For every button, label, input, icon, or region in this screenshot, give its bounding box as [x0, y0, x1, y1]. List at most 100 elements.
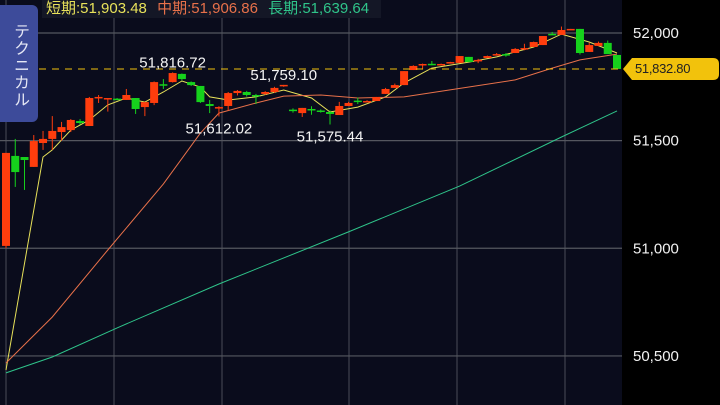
- candle: [187, 81, 196, 86]
- candle: [585, 42, 594, 52]
- candle-body: [187, 82, 196, 86]
- candle: [298, 107, 307, 117]
- price-annotations: 51,816.72 51,612.02 51,759.10 51,575.44: [139, 54, 363, 145]
- candle-body: [353, 100, 362, 103]
- candle: [446, 61, 455, 64]
- candle: [557, 26, 566, 35]
- ma-line-long: [5, 110, 618, 374]
- candle-body: [140, 102, 149, 108]
- candle: [57, 121, 66, 141]
- candle-body: [57, 127, 66, 133]
- candle-body: [483, 56, 492, 58]
- candle-body: [279, 84, 288, 87]
- candle: [242, 90, 251, 97]
- candle-body: [335, 105, 344, 116]
- candle-body: [418, 64, 427, 66]
- candle-body: [511, 48, 520, 54]
- candles: [2, 26, 621, 249]
- candle-body: [288, 109, 297, 112]
- candle: [94, 95, 103, 103]
- candle-body: [603, 42, 612, 55]
- candle-body: [501, 54, 510, 56]
- candle: [400, 71, 409, 86]
- price-annotation-high: 51,759.10: [250, 67, 317, 84]
- candle: [20, 157, 29, 190]
- ma-legend: 短期:51,903.48 中期:51,906.86 長期:51,639.64: [42, 0, 382, 18]
- candle: [270, 86, 279, 93]
- candle: [409, 65, 418, 71]
- candle: [76, 119, 85, 125]
- candle-body: [20, 157, 29, 161]
- candle-body: [594, 42, 603, 46]
- candle: [483, 55, 492, 58]
- candle-body: [529, 42, 538, 47]
- candle: [520, 43, 529, 51]
- candle: [29, 135, 38, 167]
- candle-body: [307, 108, 316, 111]
- candle-body: [214, 107, 223, 109]
- candle-body: [381, 88, 390, 94]
- candle: [613, 54, 621, 69]
- price-tag-shape: [623, 58, 719, 80]
- candle: [316, 109, 325, 113]
- candle-body: [326, 112, 335, 114]
- legend-mid-ma: 中期:51,906.86: [157, 0, 258, 17]
- y-tick-label: 52,000: [633, 25, 679, 42]
- candle-body: [131, 98, 140, 109]
- candle: [492, 53, 501, 56]
- candle-body: [242, 91, 251, 96]
- candle-body: [409, 65, 418, 71]
- candle: [529, 41, 538, 47]
- candle: [390, 83, 399, 88]
- candle-body: [11, 155, 20, 173]
- candle-body: [437, 64, 446, 66]
- candle: [344, 101, 353, 106]
- y-tick-label: 51,000: [633, 240, 679, 257]
- plot-area: [0, 0, 622, 405]
- candle: [131, 98, 140, 114]
- candle: [214, 106, 223, 117]
- technical-tab-button[interactable]: テクニカル: [0, 5, 38, 122]
- candle-body: [85, 98, 94, 127]
- candle-body: [520, 48, 529, 50]
- price-annotation-high: 51,816.72: [139, 54, 206, 71]
- candle-body: [400, 71, 409, 86]
- candle-body: [492, 54, 501, 56]
- candle-body: [548, 33, 557, 36]
- candle: [455, 56, 464, 63]
- candle-body: [261, 91, 270, 94]
- candle-body: [613, 54, 621, 69]
- candle: [548, 31, 557, 36]
- candle: [11, 138, 20, 187]
- candle-body: [575, 28, 584, 54]
- candle: [372, 96, 381, 102]
- candle: [103, 98, 112, 112]
- candle: [335, 101, 344, 116]
- candle-body: [196, 85, 205, 103]
- y-axis-ticks: 52,000 51,500 51,000 50,500: [633, 25, 679, 365]
- candle-body: [2, 152, 10, 246]
- candle-body: [372, 96, 381, 102]
- price-annotation-low: 51,575.44: [297, 128, 364, 145]
- candle: [363, 100, 372, 103]
- candle: [538, 36, 547, 46]
- candle-body: [224, 93, 233, 106]
- candle: [177, 73, 186, 81]
- candle-body: [344, 102, 353, 106]
- candle-body: [122, 95, 131, 100]
- candle-body: [566, 28, 575, 31]
- candle: [381, 87, 390, 94]
- candle: [594, 41, 603, 46]
- candle: [603, 40, 612, 55]
- candle-body: [538, 36, 547, 46]
- candle-body: [168, 73, 177, 83]
- candle-body: [585, 45, 594, 52]
- candle: [224, 91, 233, 111]
- candle-body: [270, 87, 279, 92]
- candle: [150, 81, 159, 106]
- candle: [566, 28, 575, 31]
- candle-body: [205, 104, 214, 106]
- candle-body: [427, 63, 436, 66]
- candle: [233, 90, 242, 96]
